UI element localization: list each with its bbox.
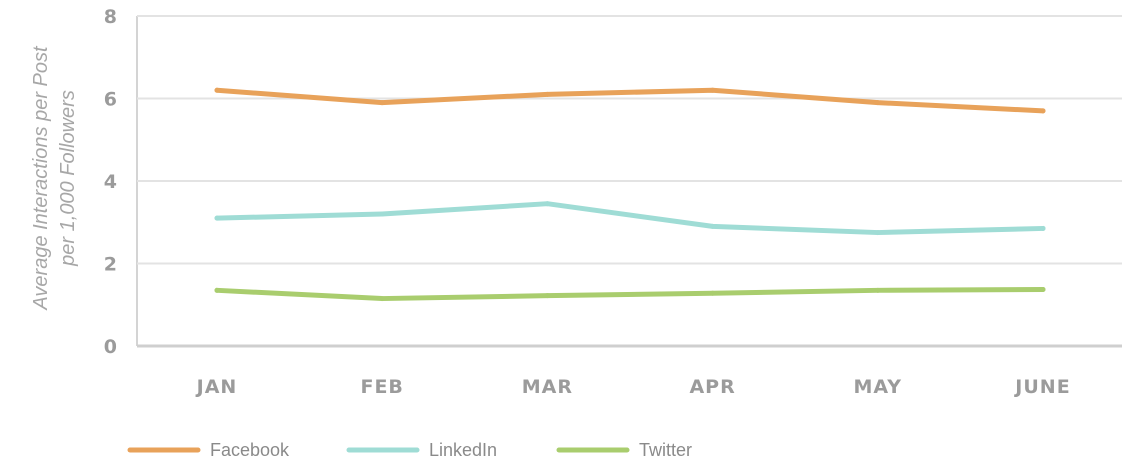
data-point-twitter bbox=[710, 290, 716, 296]
data-point-linkedin bbox=[544, 201, 550, 207]
legend-label-twitter: Twitter bbox=[639, 440, 692, 459]
y-tick-label: 0 bbox=[104, 336, 117, 358]
data-point-linkedin bbox=[875, 230, 881, 236]
x-tick-label: JAN bbox=[195, 376, 238, 398]
data-point-facebook bbox=[379, 100, 385, 106]
series-lines bbox=[214, 87, 1046, 302]
y-tick-label: 6 bbox=[104, 89, 117, 111]
data-point-linkedin bbox=[710, 223, 716, 229]
data-point-facebook bbox=[710, 87, 716, 93]
data-point-facebook bbox=[875, 100, 881, 106]
data-point-facebook bbox=[214, 87, 220, 93]
x-axis-ticks: JAN FEB MAR APR MAY JUNE bbox=[195, 376, 1070, 398]
y-axis-label: Average Interactions per Post per 1,000 … bbox=[30, 45, 79, 311]
data-point-linkedin bbox=[1040, 225, 1046, 231]
data-point-twitter bbox=[214, 287, 220, 293]
data-point-facebook bbox=[1040, 108, 1046, 114]
y-axis-label-line-1: Average Interactions per Post bbox=[30, 45, 52, 311]
legend-label-facebook: Facebook bbox=[210, 440, 290, 459]
series-line-linkedin bbox=[214, 201, 1046, 236]
y-tick-label: 2 bbox=[104, 254, 117, 276]
y-tick-label: 8 bbox=[104, 6, 117, 28]
x-tick-label: MAR bbox=[522, 376, 573, 398]
data-point-linkedin bbox=[214, 215, 220, 221]
data-point-twitter bbox=[379, 296, 385, 302]
data-point-twitter bbox=[875, 287, 881, 293]
x-tick-label: APR bbox=[689, 376, 735, 398]
series-line-facebook bbox=[214, 87, 1046, 114]
data-point-twitter bbox=[1040, 286, 1046, 292]
legend: Facebook LinkedIn Twitter bbox=[127, 440, 692, 459]
y-axis-label-line-2: per 1,000 Followers bbox=[57, 90, 79, 267]
data-point-linkedin bbox=[379, 211, 385, 217]
x-tick-label: FEB bbox=[360, 376, 403, 398]
x-tick-label: JUNE bbox=[1013, 376, 1070, 398]
series-line-twitter bbox=[214, 286, 1046, 302]
y-tick-label: 4 bbox=[104, 171, 117, 193]
y-axis-ticks: 0 2 4 6 8 bbox=[104, 6, 117, 358]
data-point-facebook bbox=[544, 91, 550, 97]
data-point-twitter bbox=[544, 293, 550, 299]
legend-label-linkedin: LinkedIn bbox=[429, 440, 497, 459]
x-tick-label: MAY bbox=[854, 376, 903, 398]
